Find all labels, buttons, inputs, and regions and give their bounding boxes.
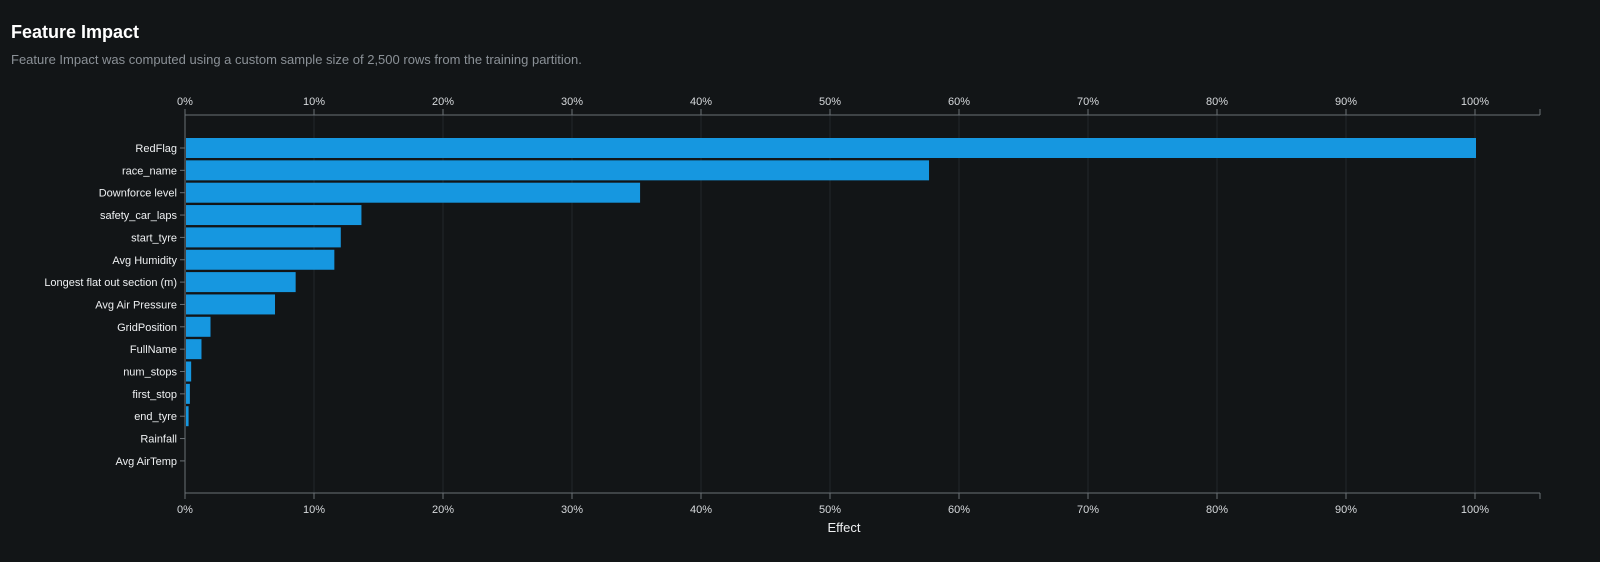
category-labels: RedFlag race_name Downforce level safety_ca…: [44, 143, 185, 468]
category-label: RedFlag: [135, 143, 177, 155]
bottom-tick-label: 40%: [690, 504, 712, 516]
bottom-tick-label: 0%: [177, 504, 193, 516]
bar: [186, 160, 930, 181]
top-tick-label: 30%: [561, 96, 583, 108]
top-tick-label: 100%: [1461, 96, 1489, 108]
top-tick-label: 60%: [948, 96, 970, 108]
category-label: Avg Air Pressure: [95, 299, 177, 311]
top-tick-label: 40%: [690, 96, 712, 108]
bar: [186, 294, 276, 315]
top-tick-label: 50%: [819, 96, 841, 108]
category-label: end_tyre: [134, 411, 177, 423]
bottom-tick-label: 60%: [948, 504, 970, 516]
x-axis-title: Effect: [827, 520, 860, 535]
category-label: Downforce level: [99, 188, 177, 200]
category-label: Avg AirTemp: [115, 456, 177, 468]
bottom-tick-label: 100%: [1461, 504, 1489, 516]
bar: [186, 406, 189, 427]
top-axis-ticks: 0% 10% 20% 30% 40% 50% 60% 70% 80% 90% 100%: [177, 96, 1489, 115]
category-label: race_name: [122, 165, 177, 177]
bar: [186, 227, 341, 248]
top-tick-label: 70%: [1077, 96, 1099, 108]
bars: [186, 138, 1476, 427]
page-title: Feature Impact: [11, 22, 140, 42]
bottom-tick-label: 30%: [561, 504, 583, 516]
bottom-tick-label: 80%: [1206, 504, 1228, 516]
category-label: Rainfall: [140, 434, 177, 446]
top-tick-label: 80%: [1206, 96, 1228, 108]
bottom-tick-label: 20%: [432, 504, 454, 516]
page-subtitle: Feature Impact was computed using a cust…: [11, 52, 582, 67]
bar: [186, 249, 335, 270]
category-label: FullName: [130, 344, 177, 356]
bottom-tick-label: 50%: [819, 504, 841, 516]
bar: [186, 205, 362, 226]
top-tick-label: 10%: [303, 96, 325, 108]
bottom-tick-label: 90%: [1335, 504, 1357, 516]
top-tick-label: 0%: [177, 96, 193, 108]
category-label: first_stop: [132, 389, 177, 401]
category-label: Avg Humidity: [112, 255, 177, 267]
top-tick-label: 20%: [432, 96, 454, 108]
bar: [186, 182, 641, 203]
category-label: num_stops: [123, 367, 177, 379]
top-tick-label: 90%: [1335, 96, 1357, 108]
bar: [186, 361, 192, 382]
bottom-axis-ticks: 0% 10% 20% 30% 40% 50% 60% 70% 80% 90% 100%: [177, 493, 1489, 516]
bottom-tick-label: 70%: [1077, 504, 1099, 516]
bar: [186, 383, 190, 404]
category-label: start_tyre: [131, 232, 177, 244]
category-label: safety_car_laps: [100, 210, 178, 222]
bar: [186, 339, 202, 360]
bar: [186, 138, 1476, 158]
bar: [186, 316, 211, 337]
bar: [186, 272, 296, 293]
category-label: GridPosition: [117, 322, 177, 334]
bottom-tick-label: 10%: [303, 504, 325, 516]
category-label: Longest flat out section (m): [44, 277, 177, 289]
